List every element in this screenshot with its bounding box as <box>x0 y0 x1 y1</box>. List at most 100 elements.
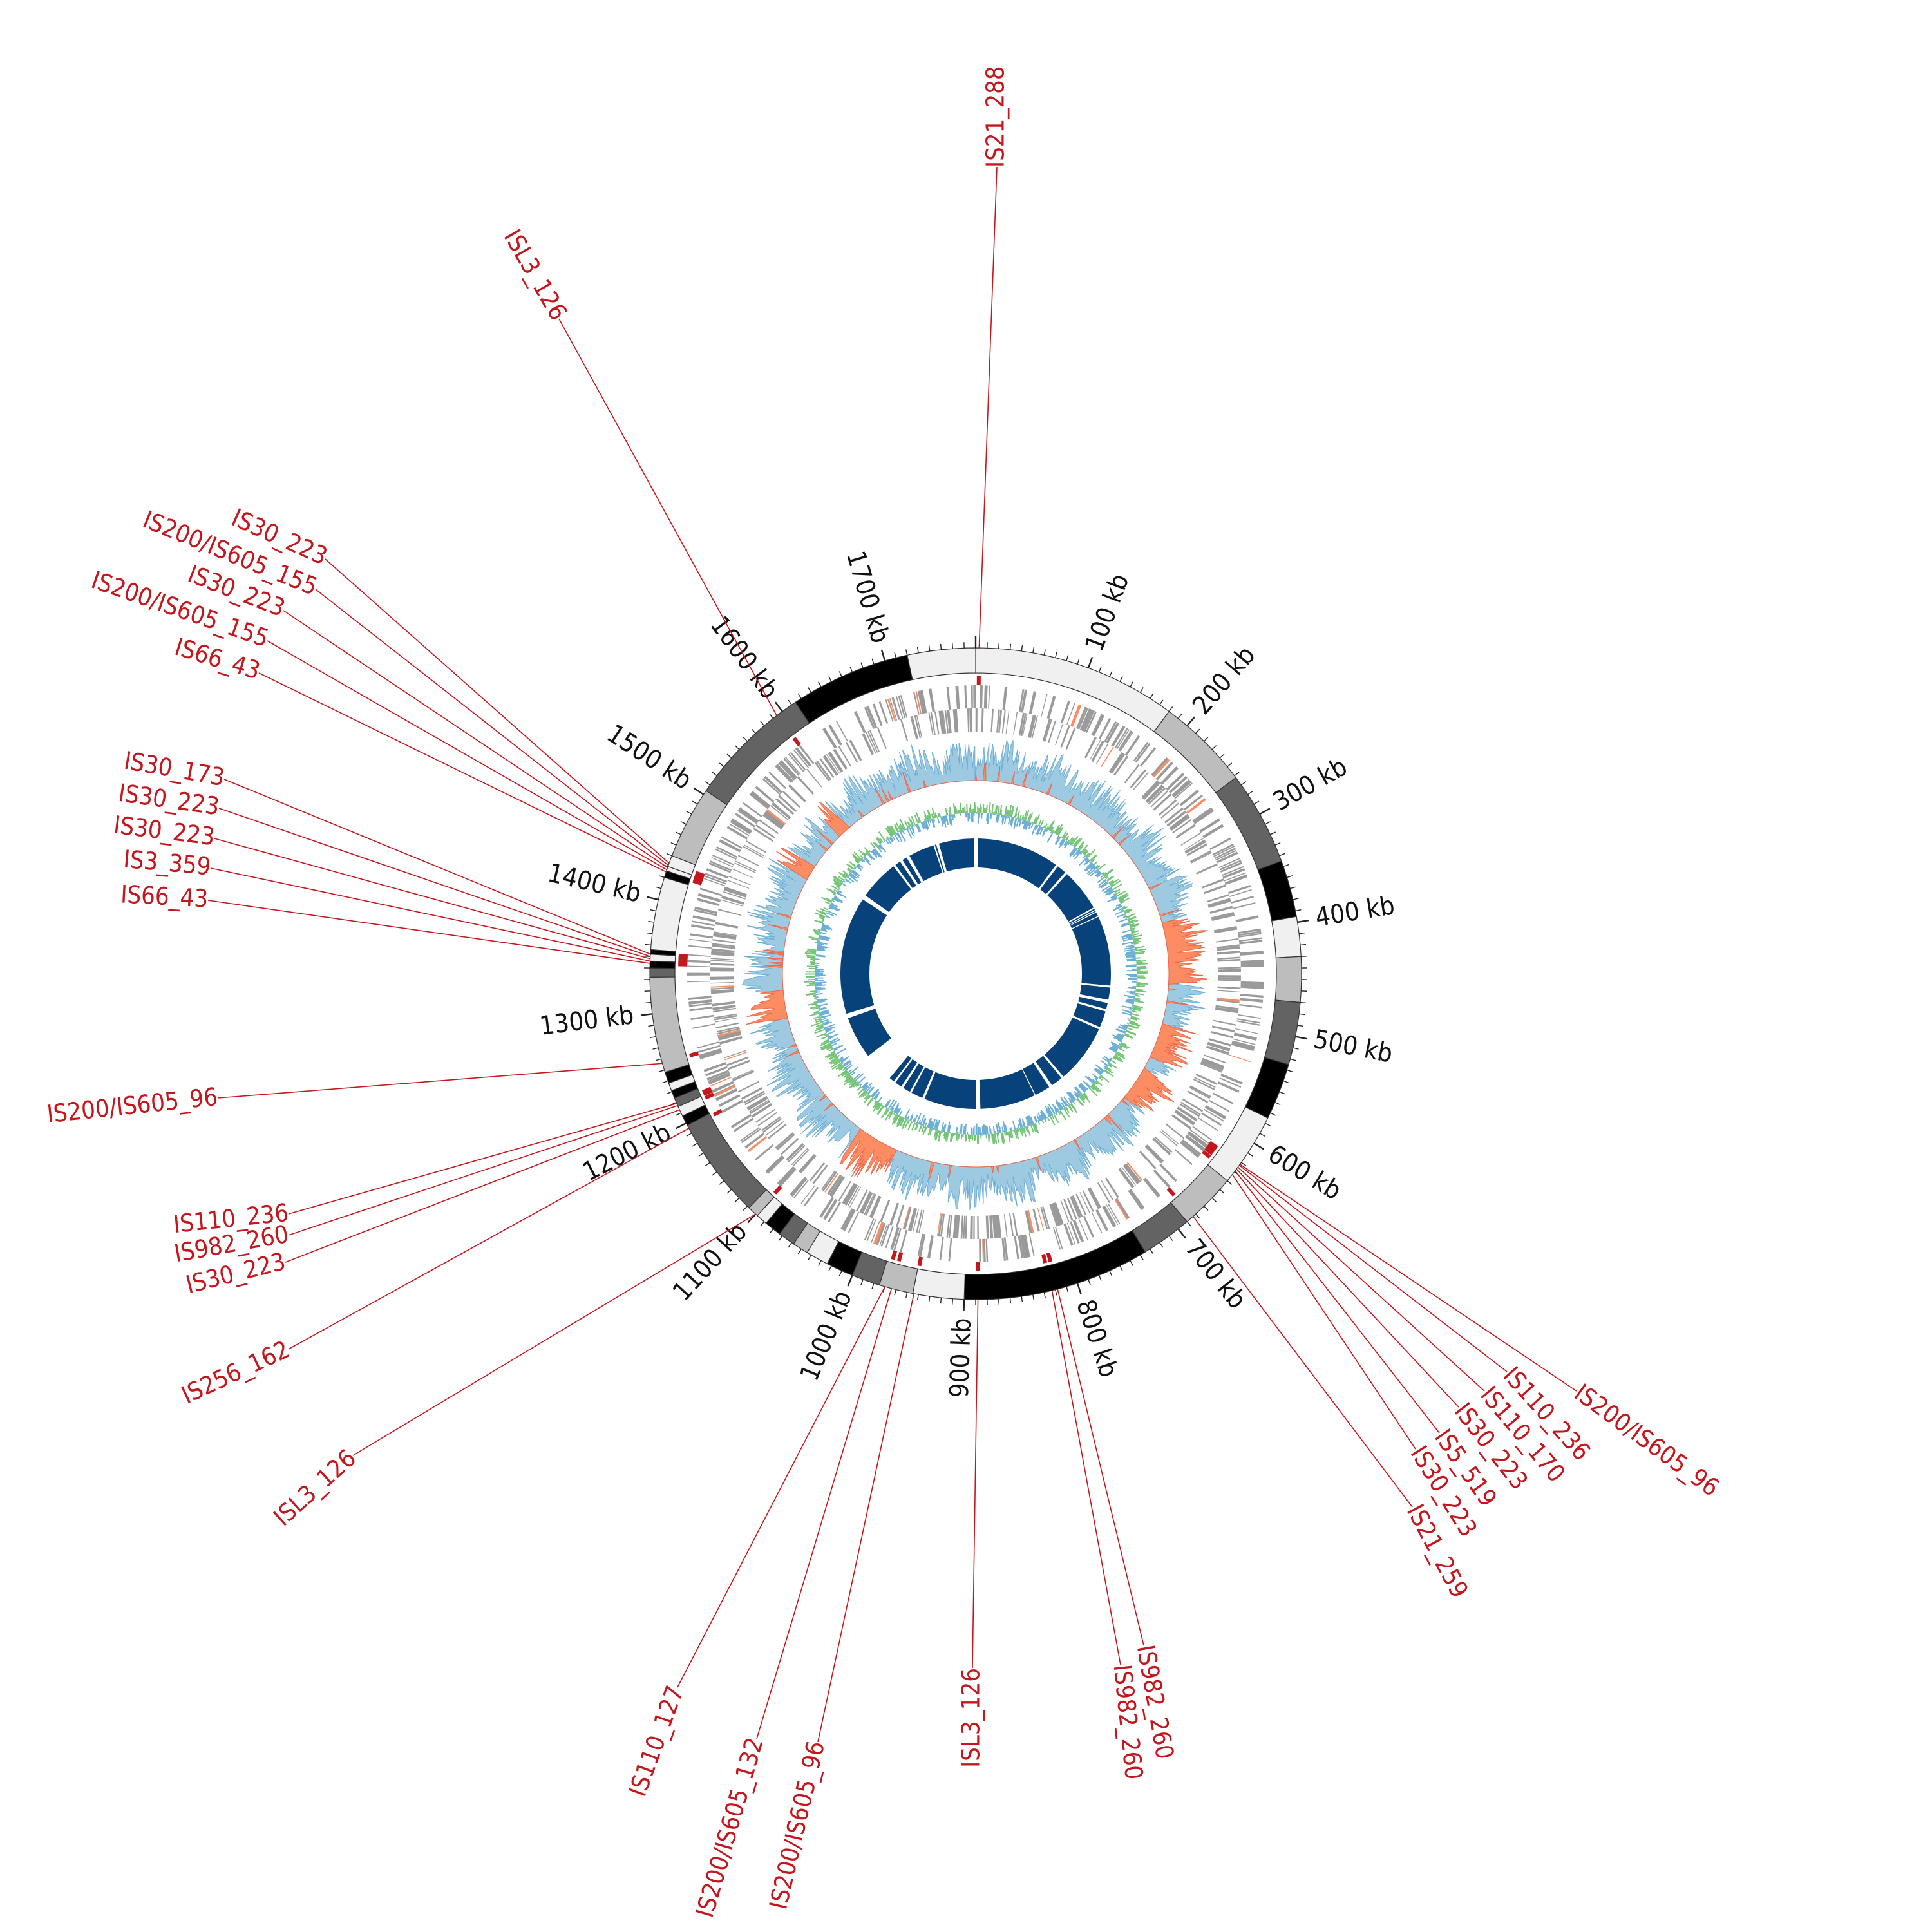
insertion-sequence-leader <box>207 900 650 964</box>
cds-feature <box>1240 964 1264 968</box>
cds-feature <box>1106 722 1120 744</box>
cds-feature <box>786 1142 804 1161</box>
cds-feature <box>778 795 797 812</box>
cds-feature <box>707 1072 730 1083</box>
tick-mark <box>1195 728 1200 734</box>
insertion-sequence-leader <box>285 1109 680 1263</box>
cds-feature <box>1130 769 1146 789</box>
cds-feature <box>1111 725 1126 747</box>
tick-mark <box>838 671 842 677</box>
blast-hit-segment <box>979 1069 1035 1109</box>
cds-feature <box>809 1162 826 1182</box>
cds-feature <box>1166 810 1187 827</box>
cds-feature <box>1028 1233 1035 1256</box>
tick-mark <box>1077 658 1080 665</box>
cds-feature <box>842 1182 855 1204</box>
tick-mark <box>797 1249 802 1255</box>
cds-feature <box>692 920 715 927</box>
cds-feature <box>1180 832 1201 846</box>
tick-mark <box>751 728 756 734</box>
cds-feature <box>893 1227 902 1251</box>
cds-feature <box>688 996 712 1001</box>
cds-feature <box>826 753 840 774</box>
cds-feature <box>710 985 734 988</box>
tick-mark <box>940 1298 942 1304</box>
cds-feature <box>719 1036 743 1045</box>
cds-feature <box>938 710 944 734</box>
tick-mark <box>1270 1112 1276 1116</box>
cds-feature <box>824 755 838 775</box>
insertion-sequence-leader <box>214 838 650 960</box>
cds-feature <box>714 1018 738 1023</box>
cds-feature <box>1122 1164 1140 1185</box>
cds-feature <box>718 1032 742 1041</box>
cds-feature <box>936 1213 942 1236</box>
tick-mark <box>1109 671 1113 677</box>
cds-feature <box>1113 755 1129 776</box>
tick-mark <box>928 645 931 652</box>
blast-hit-segment <box>865 866 911 913</box>
blast-hit-segment <box>1068 909 1095 924</box>
cds-feature <box>1238 933 1262 938</box>
cds-feature <box>727 1059 750 1070</box>
cds-feature <box>723 891 746 900</box>
cds-feature <box>1077 707 1089 730</box>
tick-mark <box>650 1036 656 1039</box>
cds-feature <box>751 1103 773 1118</box>
tick-mark <box>778 1235 783 1241</box>
insertion-sequence-marks <box>678 676 1218 1272</box>
cds-feature <box>875 1222 886 1245</box>
blast-hit-segment <box>903 1063 924 1092</box>
cds-feature <box>1148 787 1166 805</box>
cds-feature <box>942 710 947 734</box>
cds-feature <box>719 839 741 853</box>
tick-mark <box>652 1047 659 1050</box>
cds-feature <box>790 1177 806 1196</box>
cds-feature <box>1207 1043 1230 1052</box>
cds-feature <box>830 1176 845 1197</box>
cds-feature <box>1091 740 1104 762</box>
insertion-sequence-mark <box>695 871 705 878</box>
cds-feature <box>730 819 752 835</box>
cds-feature <box>948 1215 952 1238</box>
cds-feature <box>1192 1126 1212 1141</box>
tick-mark <box>871 658 875 665</box>
cds-feature <box>690 1014 714 1021</box>
insertion-sequence-mark <box>1208 1141 1218 1150</box>
cds-feature <box>704 875 726 885</box>
cds-feature <box>1171 779 1191 797</box>
insertion-sequence-leader <box>972 1299 979 1669</box>
tick-mark <box>916 1294 919 1301</box>
contig-segment <box>671 790 728 866</box>
coordinate-tick-label: 900 kb <box>945 1318 977 1398</box>
cds-feature <box>689 933 714 939</box>
tick-mark <box>1227 1180 1233 1185</box>
insertion-sequence-mark <box>678 960 688 965</box>
cds-feature <box>705 1066 728 1077</box>
cds-feature <box>717 1028 741 1035</box>
cds-feature <box>1002 687 1008 710</box>
cds-feature <box>1182 1139 1202 1156</box>
coordinate-tick-label: 1200 kb <box>578 1117 676 1187</box>
cds-feature <box>1055 723 1064 746</box>
tick-mark <box>1119 676 1123 682</box>
tick-mark <box>769 1228 774 1234</box>
cds-feature <box>1235 1028 1258 1034</box>
cds-feature <box>741 1128 761 1144</box>
cds-feature <box>800 1184 816 1204</box>
tick-mark <box>692 800 698 805</box>
cds-feature <box>712 1001 735 1007</box>
cds-feature <box>828 724 842 746</box>
cds-feature <box>1211 914 1235 922</box>
cds-feature <box>697 1045 721 1054</box>
cds-feature <box>803 1186 819 1207</box>
cds-feature <box>728 876 751 886</box>
cds-feature <box>1202 824 1224 838</box>
cds-feature <box>776 764 794 782</box>
cds-feature <box>750 1100 770 1115</box>
cds-feature <box>1194 1077 1216 1088</box>
contig-segment <box>1271 916 1302 958</box>
cds-feature <box>1239 998 1264 1003</box>
insertion-sequence-label: IS200/IS605_132 <box>690 1734 769 1920</box>
blast-hit-segment <box>1047 874 1094 922</box>
